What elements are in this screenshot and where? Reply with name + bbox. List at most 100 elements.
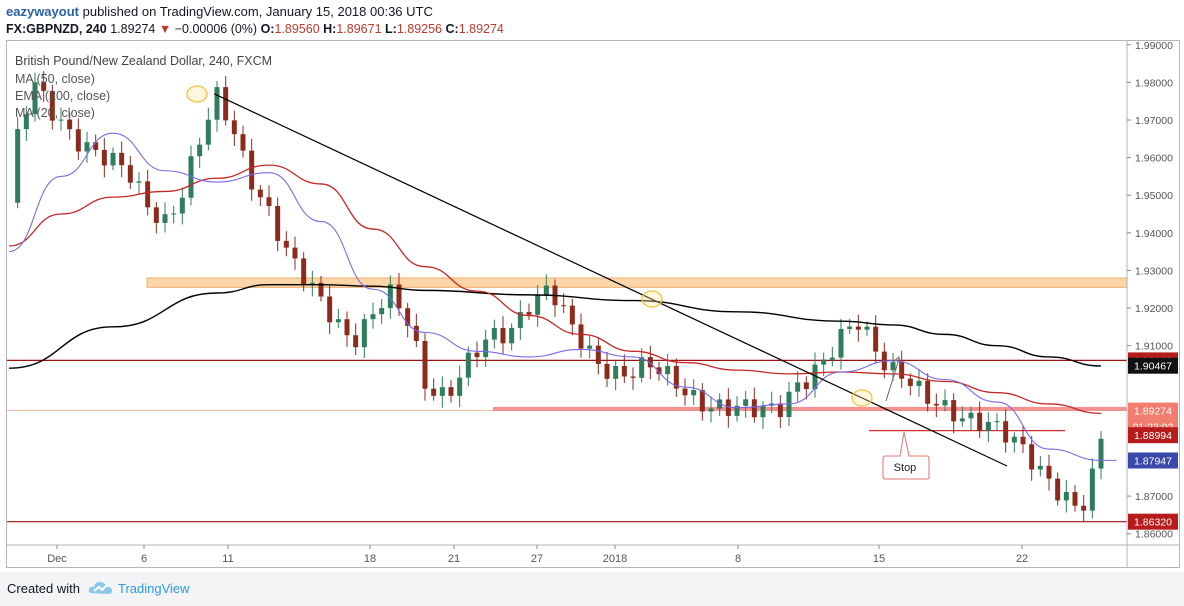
candle-body [725, 399, 731, 416]
chart-area[interactable]: 1.99000 1.98000 1.97000 1.96000 1.95000 1.940… [6, 40, 1180, 568]
candle-body [23, 114, 29, 130]
candle-body [517, 312, 523, 328]
candle-body [751, 399, 757, 418]
candle-body [335, 319, 341, 323]
x-tick-label: 27 [531, 553, 543, 565]
arrow-head-icon [892, 356, 901, 366]
y-tick-label: 1.93000 [1135, 265, 1173, 277]
candle-body [101, 149, 107, 166]
chart-header: eazywayout published on TradingView.com,… [0, 0, 1184, 40]
candle-body [899, 362, 905, 379]
candle-body [578, 324, 584, 349]
candle-body [75, 129, 81, 152]
candle-body [283, 240, 289, 248]
candle-body [509, 327, 515, 344]
quote-line: FX:GBPNZD, 240 1.89274 ▼ −0.00006 (0%) O… [6, 22, 504, 36]
candle-body [1011, 436, 1017, 443]
candle-body [344, 319, 350, 336]
candle-body [1029, 444, 1035, 470]
x-tick-label: 18 [364, 553, 376, 565]
candle-body [145, 181, 151, 208]
candle-body [821, 359, 827, 365]
candle-body [266, 197, 272, 206]
candle-body [231, 120, 237, 135]
price-chart[interactable]: 1.99000 1.98000 1.97000 1.96000 1.95000 1.940… [7, 41, 1179, 567]
candle-body [84, 142, 90, 152]
candle-body [214, 87, 220, 120]
candle-body [812, 364, 818, 390]
legend-ema200: EMA (200, close) [15, 89, 110, 103]
candle-body [205, 119, 211, 145]
y-tick-label: 1.86000 [1135, 529, 1173, 541]
price-label-bg [1128, 357, 1178, 374]
candle-body [933, 403, 939, 406]
candle-body [595, 345, 601, 364]
footer: Created with TradingView [0, 572, 1184, 606]
candle-body [361, 319, 367, 348]
candle-body [855, 326, 861, 330]
candle-body [621, 365, 627, 377]
candle-body [907, 378, 913, 386]
candle-body [543, 285, 549, 295]
candle-body [569, 305, 575, 325]
candle-body [847, 326, 853, 330]
candle-body [951, 400, 957, 422]
candle-body [1055, 478, 1061, 501]
candle-body [153, 207, 159, 223]
price-label-value: 1.87947 [1134, 455, 1172, 467]
candle-body [474, 352, 480, 358]
candle-body [985, 421, 991, 431]
moving-average-line [8, 132, 1117, 461]
candle-body [587, 345, 593, 349]
candle-body [743, 399, 749, 406]
tradingview-link[interactable]: TradingView [118, 581, 190, 596]
candle-body [873, 326, 879, 352]
price-label-bg [1128, 513, 1178, 530]
candle-body [457, 377, 463, 396]
candle-body [925, 380, 931, 404]
candle-body [396, 284, 402, 309]
high-value: 1.89671 [336, 22, 382, 36]
candle-body [309, 282, 315, 285]
candle-body [1020, 436, 1026, 445]
candle-body [1089, 468, 1095, 511]
x-tick-label: 6 [141, 553, 147, 565]
price-label-value: 1.89274 [1134, 406, 1172, 418]
candle-body [803, 382, 809, 390]
resistance-zone [146, 277, 1128, 288]
candle-body [93, 142, 99, 150]
x-tick-label: Dec [47, 553, 67, 565]
projection-arrow [885, 358, 900, 402]
candle-body [370, 314, 376, 320]
candle-body [795, 382, 801, 392]
down-arrow-icon: ▼ [158, 22, 172, 36]
candle-body [1003, 421, 1009, 443]
x-tick-label: 11 [222, 553, 233, 565]
candle-body [387, 284, 393, 309]
author-link[interactable]: eazywayout [6, 4, 79, 19]
candle-body [500, 328, 506, 344]
low-value: 1.89256 [396, 22, 443, 36]
candle-body [431, 388, 437, 396]
candle-body [448, 387, 454, 396]
candle-body [422, 340, 428, 389]
symbol-label: FX:GBPNZD, 240 [6, 22, 107, 36]
candle-body [890, 362, 896, 371]
candle-body [249, 150, 255, 190]
close-value: 1.89274 [458, 22, 504, 36]
candle-body [439, 387, 445, 396]
price-label-value: 1.86320 [1134, 517, 1172, 529]
candle-body [491, 328, 497, 340]
legend-ma20: MA (20, close) [15, 106, 95, 120]
candle-body [1037, 465, 1043, 470]
moving-average-line [8, 284, 1102, 369]
candle-body [734, 405, 740, 416]
candle-body [465, 352, 471, 378]
candle-body [67, 119, 73, 130]
stop-callout-label: Stop [894, 462, 917, 474]
candle-body [32, 82, 38, 115]
tradingview-cloud-icon[interactable] [88, 578, 114, 598]
candle-body [127, 165, 133, 183]
price-label-bg [1128, 402, 1178, 419]
candle-body [136, 181, 142, 183]
